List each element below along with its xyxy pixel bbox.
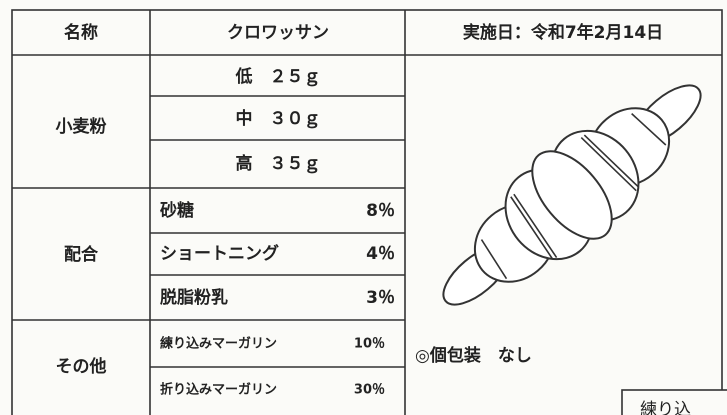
flour-row: 中 ３０ｇ [236, 108, 321, 129]
ingredient: 砂糖 [160, 200, 194, 221]
ingredient: 脱脂粉乳 [160, 287, 228, 308]
ingredient: 練り込みマーガリン [160, 336, 277, 352]
amount: 10％ [354, 337, 385, 352]
amount: 8％ [366, 201, 395, 221]
amount: 30％ [354, 383, 385, 398]
note: ◎個包装 なし [415, 345, 532, 366]
label: その他 [56, 356, 107, 377]
label: 配合 [64, 244, 99, 265]
label: 名称 [64, 22, 98, 43]
ingredient: ショートニング [160, 243, 279, 264]
amount: 4％ [366, 244, 395, 264]
side-tab [621, 389, 727, 415]
table-border [11, 9, 723, 415]
ingredient: 折り込みマーガリン [160, 382, 277, 398]
croissant-illustration [442, 84, 702, 306]
side-tab-text: 練り込 [640, 400, 691, 415]
label: 小麦粉 [56, 116, 107, 137]
flour-row: 低 ２５ｇ [235, 66, 321, 87]
date: 実施日：令和7年2月14日 [463, 22, 663, 43]
product-name: クロワッサン [227, 23, 329, 43]
amount: 3％ [366, 288, 395, 308]
flour-row: 高 ３５ｇ [236, 153, 321, 174]
